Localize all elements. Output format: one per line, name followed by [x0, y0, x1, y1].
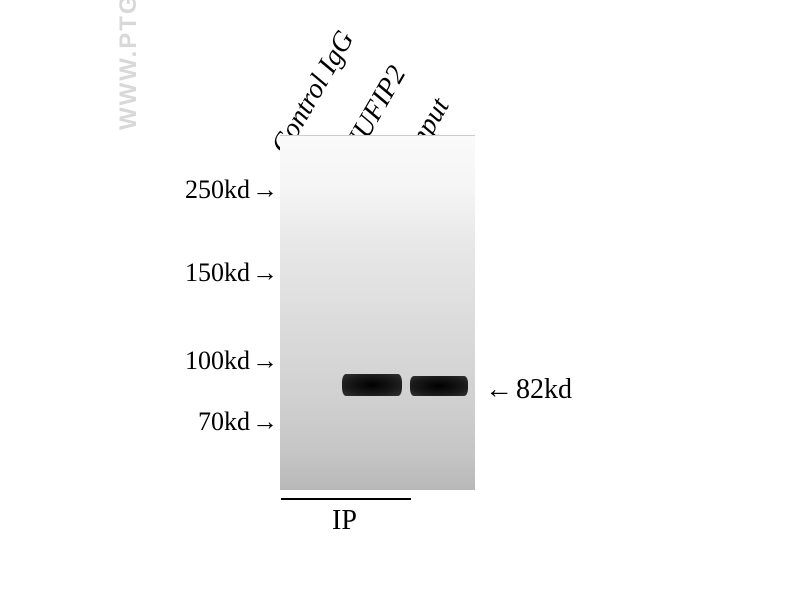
watermark-text: WWW.PTGLAB.COM [115, 0, 143, 130]
target-text: 82kd [516, 374, 572, 406]
arrow-right-icon: → [252, 346, 278, 376]
marker-150kd: 150kd → [150, 258, 278, 288]
marker-100kd: 100kd → [150, 346, 278, 376]
arrow-right-icon: → [252, 175, 278, 205]
arrow-right-icon: → [252, 407, 278, 437]
blot-membrane [280, 135, 475, 490]
marker-250kd: 250kd → [150, 175, 278, 205]
arrow-left-icon: ← [485, 374, 513, 406]
band-input [410, 376, 468, 396]
arrow-right-icon: → [252, 258, 278, 288]
ip-underline [281, 498, 411, 500]
marker-text: 100kd [185, 346, 250, 376]
band-nufip2 [342, 374, 402, 396]
marker-text: 250kd [185, 175, 250, 205]
target-82kd: ← 82kd [485, 374, 572, 406]
ip-label: IP [332, 505, 357, 537]
marker-text: 70kd [198, 407, 250, 437]
marker-70kd: 70kd → [165, 407, 278, 437]
marker-text: 150kd [185, 258, 250, 288]
western-blot [280, 135, 475, 490]
